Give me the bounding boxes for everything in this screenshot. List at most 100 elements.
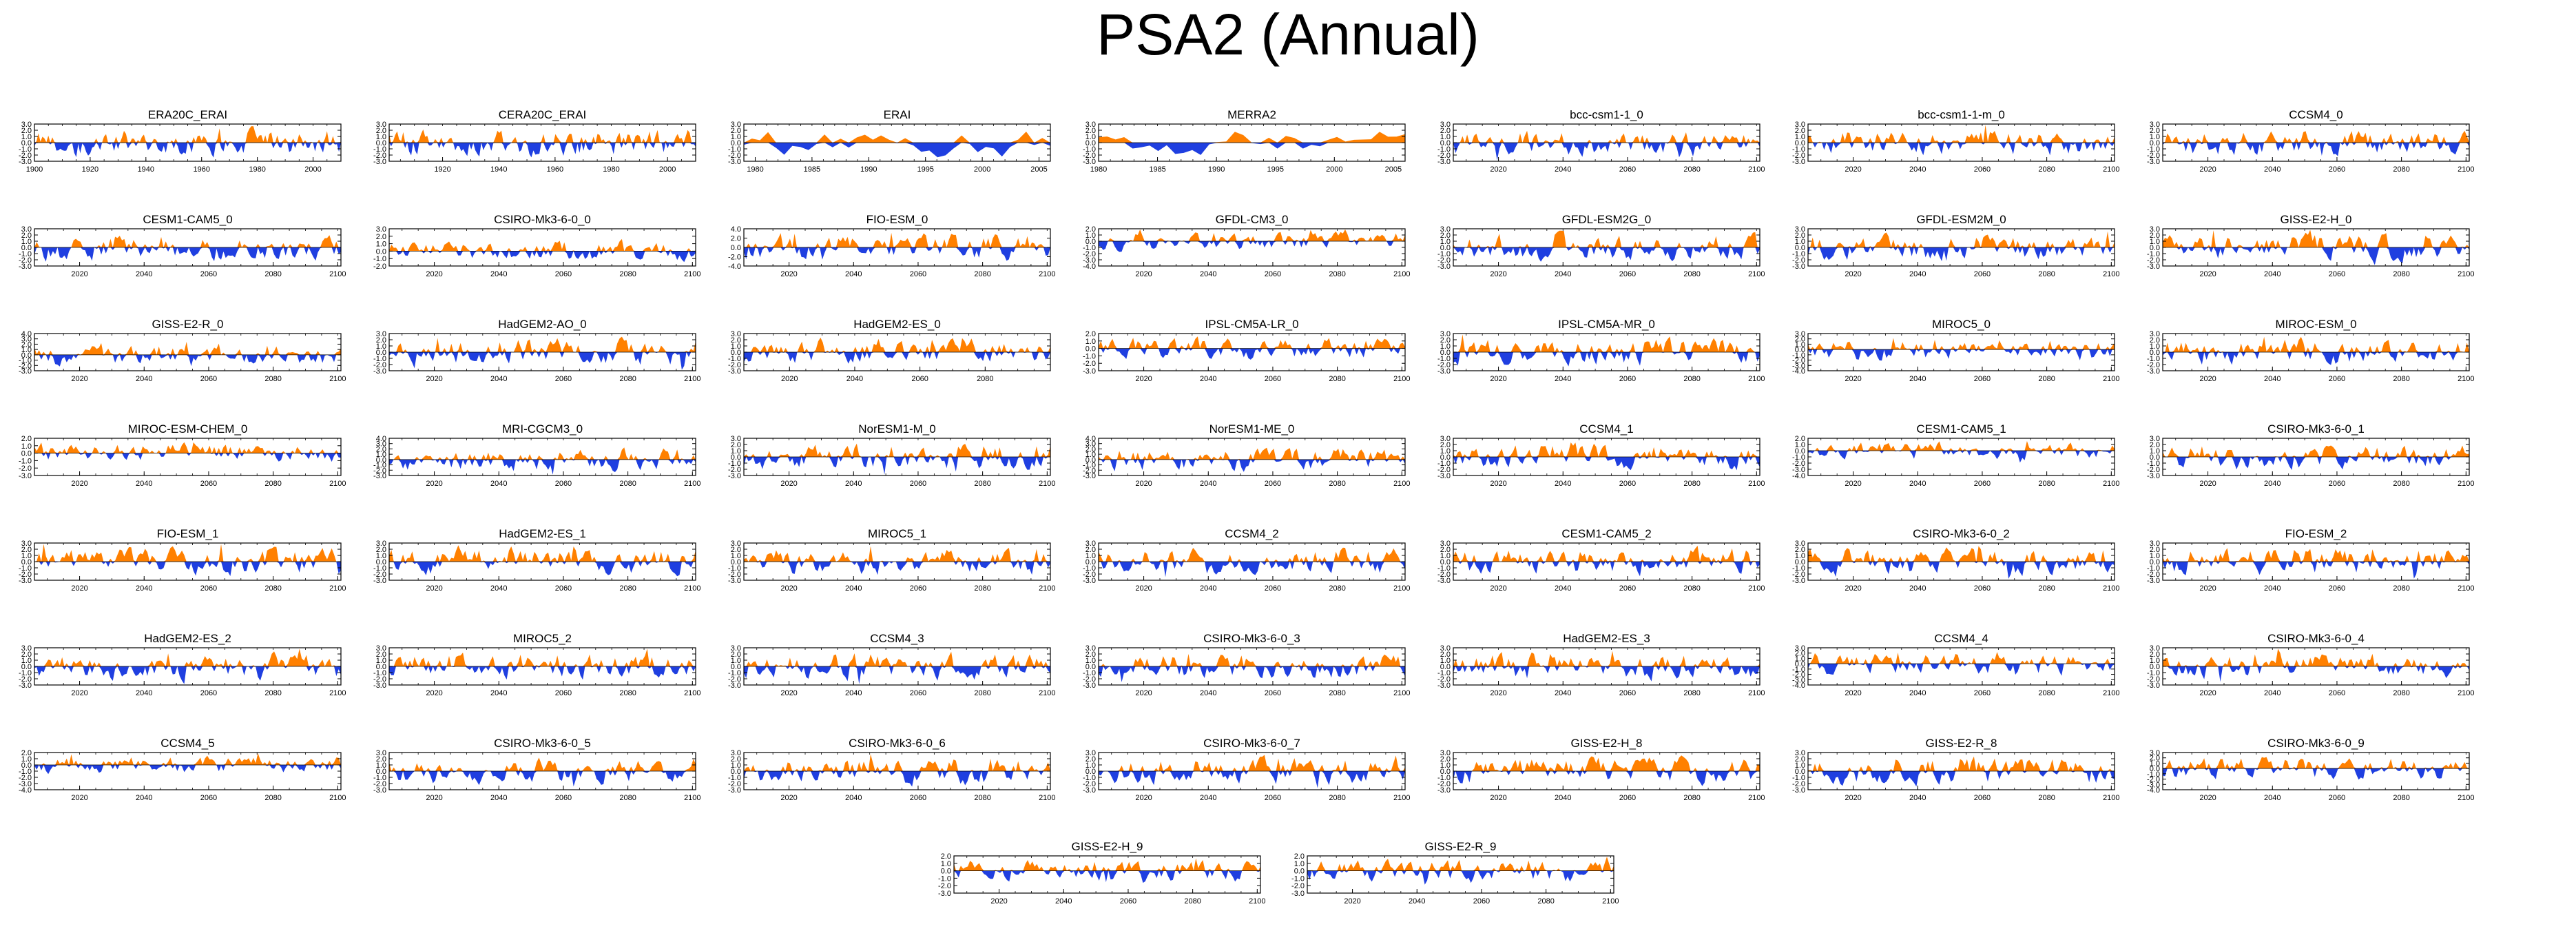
y-tick-label: -3.0: [1437, 577, 1451, 585]
positive-anomaly-area: [1307, 857, 1614, 871]
y-tick-label: -2.0: [373, 263, 386, 271]
positive-anomaly-area: [34, 126, 341, 143]
x-tick-label: 2020: [426, 375, 442, 383]
x-tick-label: 2060: [1974, 794, 1991, 802]
y-tick-label: -2.0: [1083, 780, 1096, 788]
y-tick-label: -3.0: [1792, 577, 1805, 585]
x-tick-label: 2020: [780, 794, 797, 802]
negative-anomaly-area: [1808, 247, 2115, 261]
x-tick-label: 2100: [329, 689, 346, 697]
y-tick-label: -1.0: [1437, 145, 1451, 154]
y-tick-label: -1.0: [1437, 564, 1451, 573]
panel: HadGEM2-ES_2 3.02.01.00.0-1.0-2.0-3.0 2020…: [19, 632, 346, 697]
y-tick-label: 0.0: [1086, 139, 1096, 147]
x-tick-label: 2060: [200, 270, 217, 278]
negative-anomaly-area: [34, 562, 341, 576]
plot-frame: [34, 752, 342, 790]
y-tick-label: -1.0: [373, 355, 386, 363]
x-tick-label: 2080: [619, 794, 636, 802]
x-tick-label: 2080: [264, 480, 281, 488]
panel-title: NorESM1-ME_0: [1209, 422, 1295, 436]
y-tick-label: 3.0: [1795, 540, 1805, 548]
x-tick-label: 2060: [200, 584, 217, 593]
panel-title: CCSM4_0: [2289, 108, 2343, 121]
y-tick-label: -1.0: [19, 357, 32, 365]
panel: FIO-ESM_0 4.02.00.0 -2.0-4.0 2020 2040 2060 20…: [728, 213, 1056, 278]
y-tick-label: 3.0: [2150, 225, 2160, 234]
panel-title: GISS-E2-H_0: [2281, 213, 2352, 226]
y-tick-label: -2.0: [373, 152, 386, 160]
y-tick-label: 2.0: [1440, 755, 1451, 764]
x-tick-label: 2100: [2458, 165, 2474, 174]
panel: CESM1-CAM5_2 3.02.01.00.0-1.0-2.0-3.0 2020…: [1437, 527, 1765, 593]
negative-anomaly-area: [1453, 352, 1760, 367]
x-tick-label: 2080: [619, 689, 636, 697]
y-tick-label: 0.0: [1440, 663, 1451, 671]
y-tick-label: 2.0: [1086, 546, 1096, 554]
y-tick-label: 0.0: [1440, 349, 1451, 357]
positive-anomaly-area: [1808, 338, 2115, 350]
y-tick-label: 0.0: [2150, 244, 2160, 252]
y-tick-label: 1.0: [1795, 552, 1805, 560]
y-tick-label: 3.0: [1795, 225, 1805, 234]
x-tick-label: 1990: [860, 165, 877, 174]
x-tick-label: 2100: [2103, 270, 2119, 278]
y-tick-label: -3.0: [2147, 472, 2160, 480]
x-tick-label: 2060: [1265, 794, 1281, 802]
y-tick-label: 0.0: [1086, 663, 1096, 671]
x-tick-label: 2060: [555, 480, 572, 488]
y-tick-label: -1.0: [373, 462, 386, 470]
y-tick-label: -4.0: [2147, 786, 2160, 795]
y-tick-label: 3.0: [2150, 644, 2160, 653]
panel-title: bcc-csm1-1-m_0: [1918, 108, 2005, 121]
y-tick-label: 0.0: [731, 768, 741, 776]
panel: FIO-ESM_2 3.02.01.00.0-1.0-2.0-3.0 2020 204…: [2147, 527, 2475, 593]
y-tick-label: -3.0: [1437, 472, 1451, 480]
x-tick-label: 2080: [2038, 584, 2055, 593]
plot-frame: [953, 855, 1261, 894]
x-tick-label: 2040: [2264, 480, 2281, 488]
y-tick-label: -1.0: [1083, 244, 1096, 252]
x-tick-label: 2100: [329, 375, 346, 383]
x-tick-label: 2060: [2329, 794, 2345, 802]
y-tick-label: -3.0: [19, 263, 32, 271]
y-tick-label: -3.0: [1083, 682, 1096, 690]
panel: CCSM4_0 3.02.01.00.0-1.0-2.0-3.0 2020 2040 2…: [2147, 108, 2475, 174]
x-tick-label: 2040: [1055, 897, 1072, 906]
y-tick-label: 2.0: [21, 232, 32, 240]
y-tick-label: -2.0: [1083, 467, 1096, 475]
y-tick-label: 0.0: [21, 558, 32, 566]
panel-title: GISS-E2-H_8: [1571, 737, 1643, 750]
y-tick-label: -3.0: [1437, 682, 1451, 690]
y-tick-label: 0.0: [21, 139, 32, 147]
negative-anomaly-area: [744, 562, 1050, 575]
panel-title: CESM1-CAM5_1: [1916, 422, 2006, 436]
y-tick-label: -3.0: [1792, 263, 1805, 271]
x-tick-label: 2060: [555, 584, 572, 593]
x-tick-label: 2080: [619, 270, 636, 278]
positive-anomaly-area: [1453, 755, 1760, 771]
y-tick-label: 2.0: [2150, 232, 2160, 240]
x-tick-label: 2080: [2393, 270, 2409, 278]
y-tick-label: -3.0: [373, 472, 386, 480]
x-tick-label: 2060: [1265, 375, 1281, 383]
y-tick-label: -2.0: [728, 152, 741, 160]
x-tick-label: 2020: [1135, 794, 1152, 802]
y-tick-label: -3.0: [1083, 256, 1096, 265]
x-tick-label: 2040: [2264, 375, 2281, 383]
x-tick-label: 2100: [1602, 897, 1619, 906]
negative-anomaly-area: [34, 453, 341, 462]
y-tick-label: 0.0: [376, 768, 386, 776]
positive-anomaly-area: [1453, 334, 1760, 352]
x-tick-label: 2100: [2458, 794, 2474, 802]
negative-anomaly-area: [2163, 247, 2469, 265]
y-tick-label: -1.0: [1083, 352, 1096, 360]
x-tick-label: 2060: [910, 584, 926, 593]
negative-anomaly-area: [1453, 562, 1760, 577]
negative-anomaly-area: [744, 247, 1050, 261]
x-tick-label: 2060: [1619, 165, 1636, 174]
y-tick-label: -1.0: [2147, 770, 2160, 779]
panel: bcc-csm1-1_0 3.02.01.00.0-1.0-2.0-3.0 2020…: [1437, 108, 1765, 174]
y-tick-label: 3.0: [376, 121, 386, 129]
panel-title: GFDL-ESM2M_0: [1916, 213, 2006, 226]
